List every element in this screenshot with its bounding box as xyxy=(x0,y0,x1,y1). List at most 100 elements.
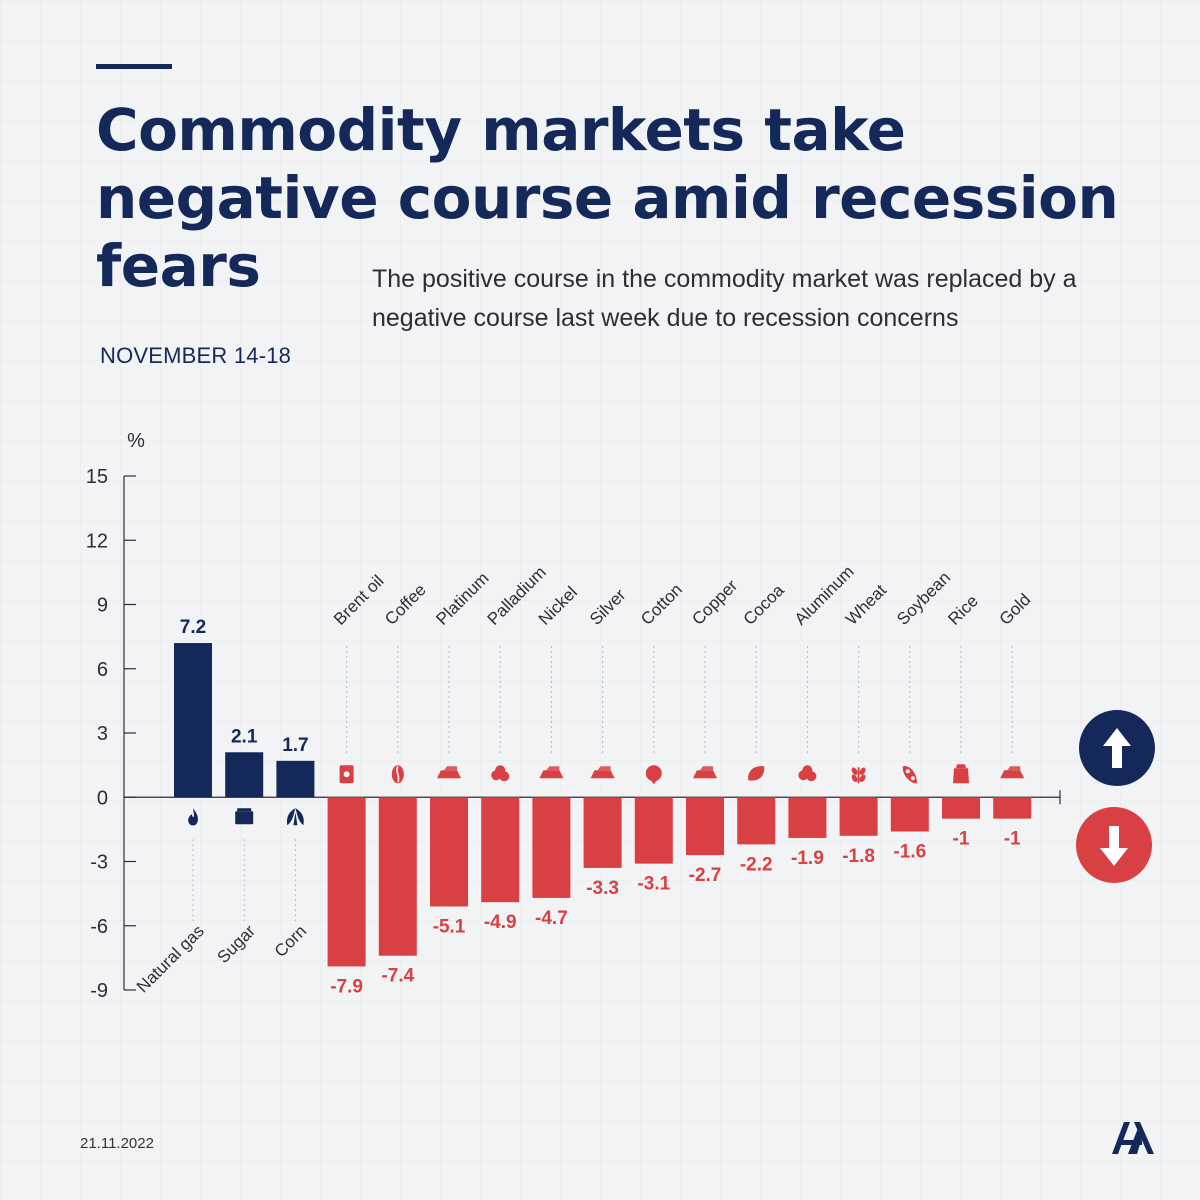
data-label: -1 xyxy=(953,829,970,850)
x-tick-label: Corn xyxy=(271,921,310,960)
ingot-body xyxy=(437,770,461,779)
data-label: -2.7 xyxy=(689,865,722,886)
data-label: -7.4 xyxy=(381,966,414,987)
boll-body xyxy=(645,765,662,782)
date-range: NOVEMBER 14-18 xyxy=(100,343,292,368)
x-tick-label: Copper xyxy=(688,576,741,629)
ingot-body xyxy=(590,770,615,779)
data-label: -7.9 xyxy=(330,976,363,997)
y-tick-label: -3 xyxy=(90,852,108,874)
bar xyxy=(225,752,264,798)
y-tick-label: 0 xyxy=(97,787,108,809)
bar xyxy=(737,797,776,845)
y-tick-label: -6 xyxy=(90,916,108,938)
bag-top xyxy=(237,808,252,812)
nugget-c xyxy=(802,765,813,776)
y-tick-label: -9 xyxy=(90,980,108,1002)
data-label: -1.8 xyxy=(842,846,875,867)
x-tick-label: Coffee xyxy=(381,580,430,629)
wheat-icon xyxy=(851,767,866,784)
x-tick-label: Gold xyxy=(996,590,1035,629)
y-tick-label: 15 xyxy=(86,466,108,488)
y-tick-label: 12 xyxy=(86,530,108,552)
barrel-drop xyxy=(343,771,350,778)
data-label: -1.6 xyxy=(893,842,926,863)
ingot-body xyxy=(539,770,564,779)
bar xyxy=(481,797,520,903)
leaf-center xyxy=(293,812,298,826)
ingot-top xyxy=(700,766,713,771)
data-label: 7.2 xyxy=(180,617,206,638)
sugar-bag-icon xyxy=(235,808,254,825)
data-label: -4.7 xyxy=(535,908,568,929)
ingot-top xyxy=(444,766,457,771)
bar xyxy=(378,797,417,956)
data-label: -3.1 xyxy=(637,874,670,895)
metal-ingot-icon xyxy=(693,766,717,779)
ingot-body xyxy=(693,770,717,779)
rice-sack-icon xyxy=(953,764,969,784)
metal-ingot-icon xyxy=(437,766,461,779)
subtitle: The positive course in the commodity mar… xyxy=(372,265,1077,332)
data-label: -2.2 xyxy=(740,854,773,875)
bar xyxy=(583,797,622,868)
data-label: -3.3 xyxy=(586,878,619,899)
title-line-3: fears xyxy=(96,232,261,300)
sack-body xyxy=(953,768,969,784)
pod-seed-1 xyxy=(905,769,910,774)
bar xyxy=(993,797,1032,819)
bar xyxy=(174,643,212,798)
flame-icon xyxy=(188,808,198,826)
grain-4 xyxy=(859,774,866,782)
x-tick-label: Brent oil xyxy=(330,571,388,629)
leaf-right xyxy=(295,808,304,826)
x-tick-label: Nickel xyxy=(535,583,581,629)
leaf-left xyxy=(287,808,296,826)
bar xyxy=(890,797,929,832)
up-arrow-shape xyxy=(1103,728,1131,768)
page-title: Commodity markets take negative course a… xyxy=(96,96,1176,300)
sack-neck xyxy=(956,764,966,769)
pod-seed-2 xyxy=(910,776,915,781)
x-tick-label: Platinum xyxy=(432,569,492,629)
ingot-top xyxy=(597,766,611,771)
grain-1 xyxy=(851,767,858,775)
legend-decrease xyxy=(1076,807,1152,883)
data-label: 1.7 xyxy=(282,735,308,756)
bar xyxy=(788,797,827,838)
ingot-top xyxy=(546,766,560,771)
bar xyxy=(686,797,724,856)
grain-3 xyxy=(851,774,858,782)
title-line-1: Commodity markets take xyxy=(96,96,906,164)
ingot-body xyxy=(1000,770,1025,779)
bar xyxy=(634,797,673,864)
data-label: 2.1 xyxy=(231,726,258,747)
down-arrow-shape xyxy=(1100,826,1128,866)
legend-increase xyxy=(1079,710,1155,786)
oil-barrel-icon xyxy=(339,765,354,784)
x-tick-label: Silver xyxy=(586,585,630,629)
boll-stem xyxy=(650,780,657,785)
nugget-c xyxy=(495,765,506,776)
y-axis-unit-label: % xyxy=(127,430,145,452)
data-label: -1 xyxy=(1004,829,1021,850)
metal-nugget-icon xyxy=(798,765,817,782)
aa-logo: AA xyxy=(1112,1122,1154,1154)
metal-ingot-icon xyxy=(590,766,615,779)
cotton-boll-icon xyxy=(645,765,662,785)
x-tick-label: Wheat xyxy=(842,580,890,628)
title-line-2: negative course amid recession xyxy=(96,164,1119,232)
bar xyxy=(839,797,878,836)
x-tick-label: Sugar xyxy=(214,921,260,967)
bag-body xyxy=(235,811,254,825)
pod-body xyxy=(902,765,917,784)
bar xyxy=(327,797,366,967)
x-tick-label: Cocoa xyxy=(740,580,789,629)
x-tick-label: Rice xyxy=(944,591,981,628)
x-tick-label: Natural gas xyxy=(133,921,208,996)
soybean-icon xyxy=(902,765,917,784)
coffee-bean-icon xyxy=(391,765,404,784)
bar xyxy=(276,760,315,798)
